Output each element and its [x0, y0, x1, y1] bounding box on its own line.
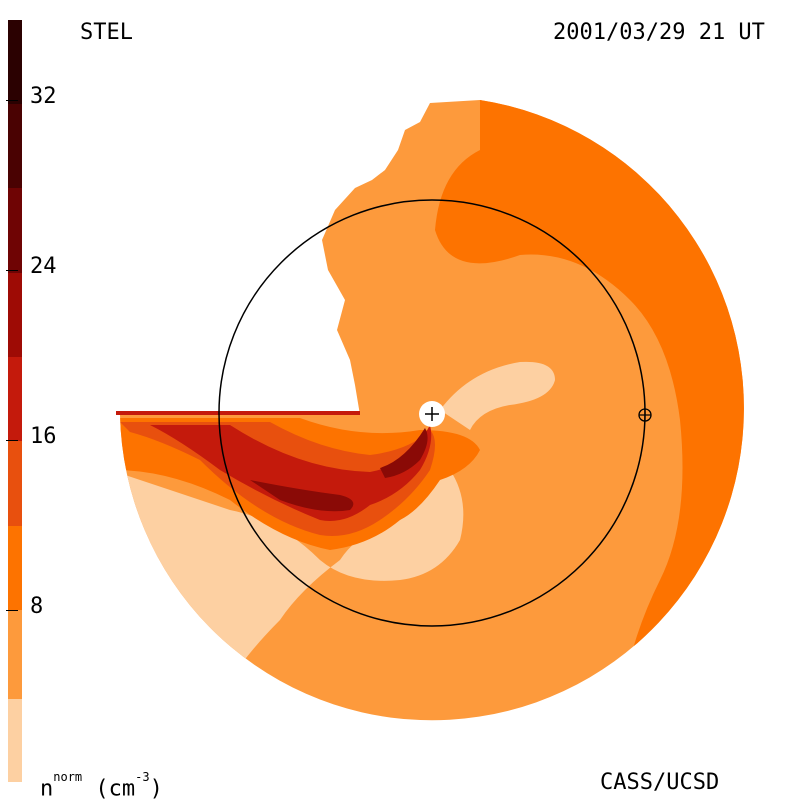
- colorbar-tick: [6, 440, 18, 441]
- units-exp: -3: [135, 770, 150, 784]
- density-core-darkest: [250, 480, 354, 512]
- colorbar-segment: [8, 188, 22, 273]
- colorbar-tick-label: 24: [30, 254, 57, 279]
- density-light-crescent: [440, 361, 555, 430]
- colorbar: [8, 20, 22, 782]
- colorbar-segment: [8, 104, 22, 188]
- colorbar-segment: [8, 610, 22, 699]
- model-label: STEL: [80, 20, 133, 45]
- timestamp-label: 2001/03/29 21 UT: [553, 20, 765, 45]
- colorbar-segment: [8, 20, 22, 104]
- credit-label: CASS/UCSD: [600, 770, 720, 795]
- colorbar-segment: [8, 441, 22, 526]
- colorbar-segment: [8, 699, 22, 782]
- colorbar-tick-label: 16: [30, 424, 57, 449]
- colorbar-tick-label: 32: [30, 84, 57, 109]
- density-core-darkest: [380, 428, 428, 478]
- colorbar-tick: [6, 270, 18, 271]
- colorbar-segment: [8, 273, 22, 357]
- units-sup: norm: [53, 770, 83, 784]
- colorbar-tick-label: 8: [30, 594, 44, 619]
- colorbar-tick: [6, 100, 18, 101]
- colorbar-segment: [8, 357, 22, 441]
- units-label: nnorm (cm-3): [40, 770, 163, 801]
- units-base: n: [40, 776, 54, 801]
- units-paren: (cm: [95, 776, 136, 801]
- density-streak: [116, 411, 360, 415]
- colorbar-tick: [6, 610, 18, 611]
- units-close: ): [149, 776, 163, 801]
- density-arm-right: [435, 100, 744, 721]
- density-band-red: [150, 425, 432, 521]
- colorbar-segment: [8, 526, 22, 610]
